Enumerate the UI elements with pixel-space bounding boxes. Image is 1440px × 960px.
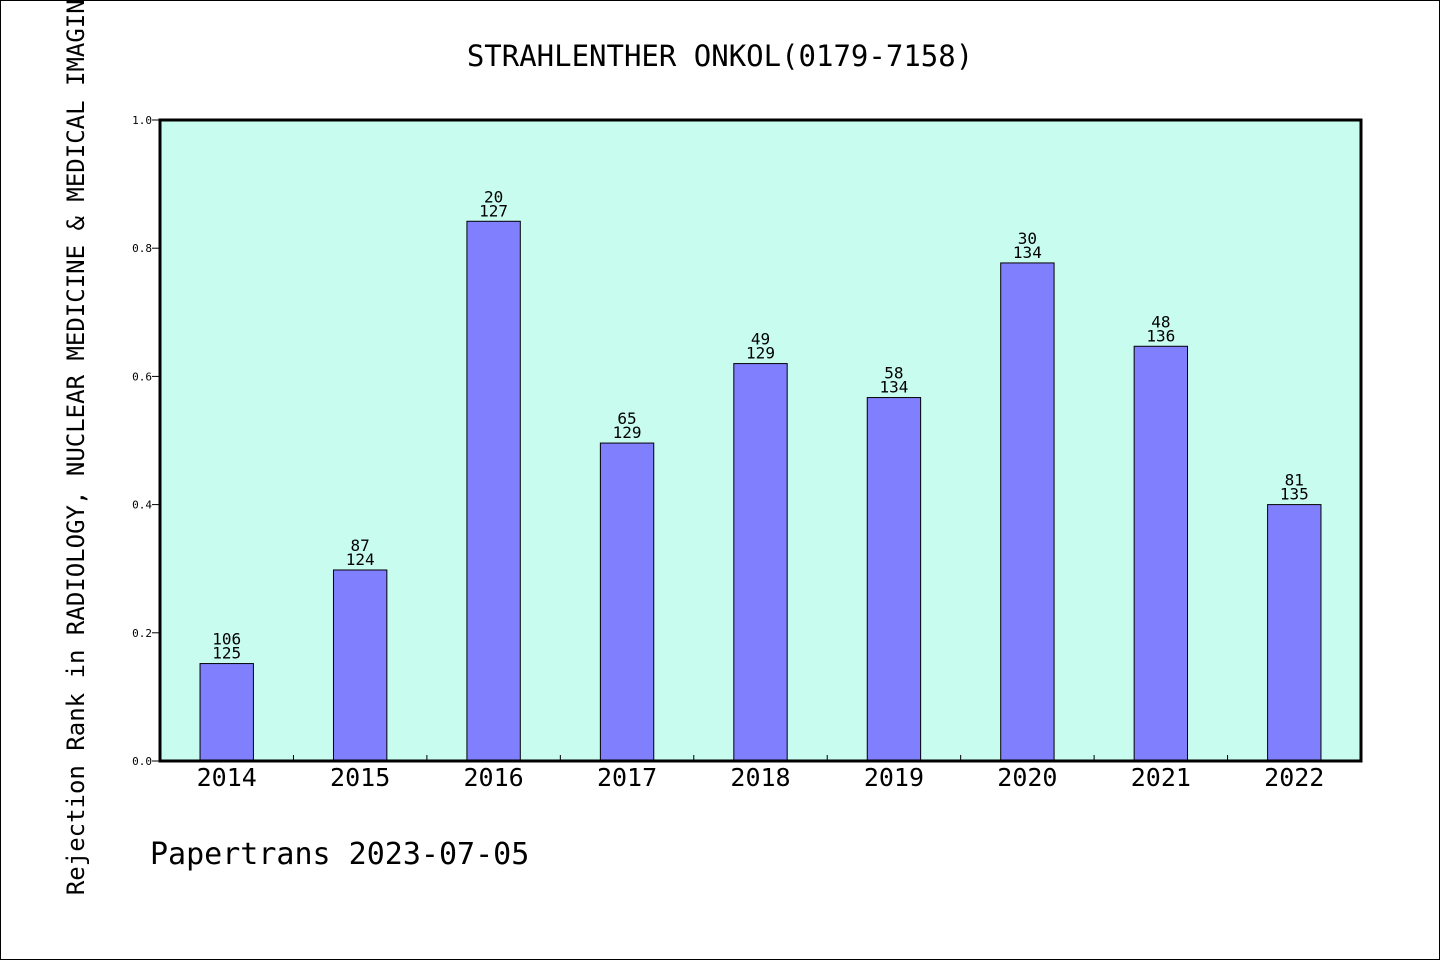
x-tick-label: 2021 [1131, 763, 1191, 792]
chart-title: STRAHLENTHER ONKOL(0179-7158) [467, 39, 973, 73]
bar-2018 [733, 363, 788, 762]
x-tick-label: 2022 [1264, 763, 1324, 792]
x-tick-label: 2019 [864, 763, 924, 792]
footer-credit: Papertrans 2023-07-05 [150, 837, 529, 872]
bar-label-rank: 20 [484, 187, 503, 206]
bar-label-total: 129 [613, 423, 642, 442]
bar-label-rank: 58 [884, 364, 903, 383]
y-tick-label: 0.4 [132, 499, 152, 512]
bar-label-total: 125 [212, 644, 241, 663]
y-tick-label: 1.0 [132, 114, 152, 127]
bar-label-rank: 48 [1151, 312, 1170, 331]
bar-label-rank: 49 [751, 330, 770, 349]
bar-2017 [599, 442, 655, 762]
bar-label-rank: 65 [617, 409, 636, 428]
bar-label-rank: 30 [1018, 229, 1037, 248]
bar-label-total: 129 [746, 344, 775, 363]
y-axis-label: Rejection Rank in RADIOLOGY, NUCLEAR MED… [62, 0, 90, 895]
bar-2021 [1133, 345, 1189, 762]
y-tick-label: 0.8 [132, 242, 152, 255]
y-axis-ticks: 0.0 0.2 0.4 0.6 0.8 1.0 [132, 114, 160, 768]
bar-label-total: 124 [346, 550, 375, 569]
bar-label-rank: 87 [351, 536, 370, 555]
y-tick-label: 0.2 [132, 627, 152, 640]
bar-label-rank: 106 [212, 630, 241, 649]
y-tick-label: 0.6 [132, 370, 152, 383]
x-tick-label: 2014 [197, 763, 257, 792]
bar-2015 [332, 569, 388, 762]
bars: 1061258712420127651294912958134301344813… [199, 187, 1322, 762]
x-tick-label: 2015 [330, 763, 390, 792]
bar-label-total: 127 [479, 201, 508, 220]
x-tick-label: 2020 [997, 763, 1057, 792]
x-tick-label: 2016 [464, 763, 524, 792]
bar-2022 [1267, 504, 1322, 762]
bar-label-total: 135 [1280, 485, 1309, 504]
bar-2019 [866, 397, 922, 762]
bar-2016 [466, 220, 521, 762]
bar-label-total: 134 [879, 378, 908, 397]
y-tick-label: 0.0 [132, 755, 152, 768]
bar-label-total: 136 [1146, 326, 1175, 345]
plot-border [158, 118, 1363, 763]
bar-label-total: 134 [1013, 243, 1042, 262]
bar-label-rank: 81 [1285, 471, 1304, 490]
bar-2014 [199, 663, 254, 762]
x-tick-label: 2018 [730, 763, 790, 792]
x-tick-label: 2017 [597, 763, 657, 792]
bar-2020 [1000, 262, 1055, 762]
x-axis-ticks: 2014 2015 2016 2017 2018 2019 2020 2021 2022 [197, 755, 1324, 792]
